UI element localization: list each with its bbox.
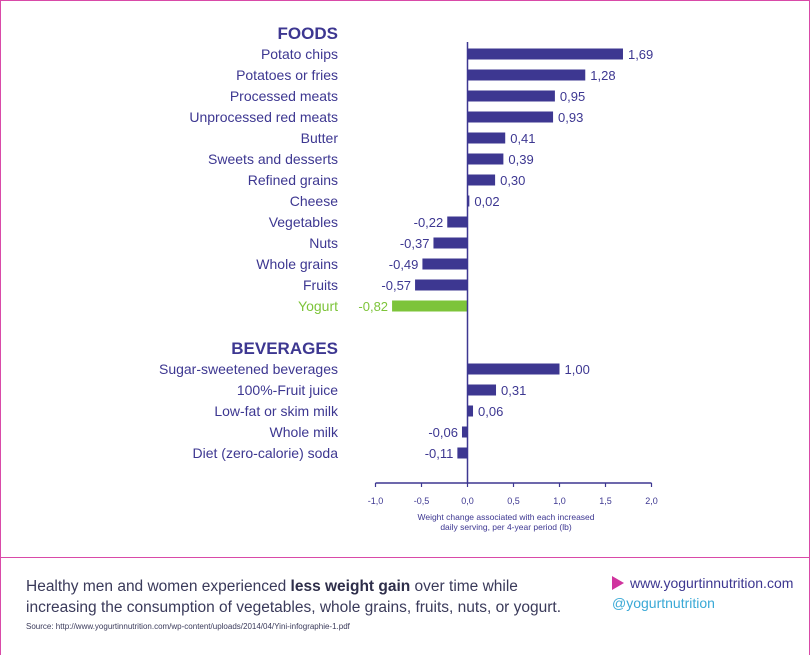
footer-caption: Healthy men and women experienced less w… [26, 576, 586, 618]
data-label: 1,28 [590, 68, 615, 83]
social-handle[interactable]: @yogurtnutrition [612, 595, 715, 611]
category-label: Unprocessed red meats [189, 109, 338, 125]
bar [467, 111, 554, 123]
category-label: Butter [301, 130, 339, 146]
bar [392, 300, 468, 312]
category-label: Nuts [309, 235, 338, 251]
x-tick-label: 0,0 [461, 496, 474, 506]
website-link[interactable]: www.yogurtinnutrition.com [612, 575, 793, 591]
bar [467, 363, 560, 375]
category-label: Whole milk [270, 424, 339, 440]
bar [447, 216, 468, 228]
category-label: Cheese [290, 193, 338, 209]
bar [433, 237, 468, 249]
category-label: 100%-Fruit juice [237, 382, 338, 398]
data-label: -0,11 [425, 446, 454, 461]
x-tick-label: 1,0 [553, 496, 566, 506]
data-label: 0,06 [478, 404, 503, 419]
x-axis-title: Weight change associated with each incre… [417, 512, 594, 522]
source-citation: Source: http://www.yogurtinnutrition.com… [26, 622, 350, 631]
category-label: Diet (zero-calorie) soda [193, 445, 339, 461]
bar [467, 90, 555, 102]
bar [415, 279, 468, 291]
bar [467, 69, 586, 81]
bar-chart: FOODS 1,69 Potato chips 1,28 Potatoes or fri… [159, 24, 658, 532]
category-label: Whole grains [256, 256, 338, 272]
category-label: Yogurt [298, 298, 338, 314]
bar [467, 405, 474, 417]
data-label: 0,30 [500, 173, 525, 188]
caption-part: over time while increasing the consumpti… [26, 578, 562, 616]
category-label: Sweets and desserts [208, 151, 338, 167]
x-axis-title: daily serving, per 4-year period (lb) [440, 522, 572, 532]
bar [467, 48, 623, 60]
bar [467, 132, 506, 144]
website-url: www.yogurtinnutrition.com [630, 575, 794, 591]
data-label: 0,93 [558, 110, 583, 125]
category-label: Refined grains [248, 172, 338, 188]
data-label: -0,22 [414, 215, 444, 230]
category-label: Sugar-sweetened beverages [159, 361, 338, 377]
data-label: -0,82 [358, 299, 388, 314]
x-tick-label: 1,5 [599, 496, 612, 506]
category-label: Potatoes or fries [236, 67, 338, 83]
caption-emphasis: less weight gain [290, 578, 411, 595]
bar [422, 258, 468, 270]
footer-panel: Healthy men and women experienced less w… [1, 557, 809, 655]
data-label: -0,57 [381, 278, 411, 293]
bar [467, 195, 470, 207]
category-label: Fruits [303, 277, 338, 293]
play-arrow-icon [612, 576, 624, 591]
data-label: 1,69 [628, 47, 653, 62]
caption-part: Healthy men and women experienced [26, 578, 291, 595]
category-label: Low-fat or skim milk [214, 403, 339, 419]
bar [467, 174, 496, 186]
x-tick-label: -0,5 [414, 496, 430, 506]
data-label: -0,37 [400, 236, 430, 251]
bar [467, 153, 504, 165]
bar [461, 426, 468, 438]
group-title: BEVERAGES [231, 339, 338, 358]
data-label: 0,39 [508, 152, 533, 167]
x-tick-label: 0,5 [507, 496, 520, 506]
category-label: Processed meats [230, 88, 338, 104]
group-title: FOODS [278, 24, 338, 43]
bar [467, 384, 497, 396]
category-label: Potato chips [261, 46, 338, 62]
data-label: -0,06 [428, 425, 458, 440]
x-tick-label: -1,0 [368, 496, 384, 506]
data-label: 0,31 [501, 383, 526, 398]
data-label: -0,49 [389, 257, 419, 272]
data-label: 1,00 [565, 362, 590, 377]
data-label: 0,02 [474, 194, 499, 209]
category-label: Vegetables [269, 214, 338, 230]
data-label: 0,95 [560, 89, 585, 104]
data-label: 0,41 [510, 131, 535, 146]
bar [457, 447, 468, 459]
x-tick-label: 2,0 [645, 496, 658, 506]
